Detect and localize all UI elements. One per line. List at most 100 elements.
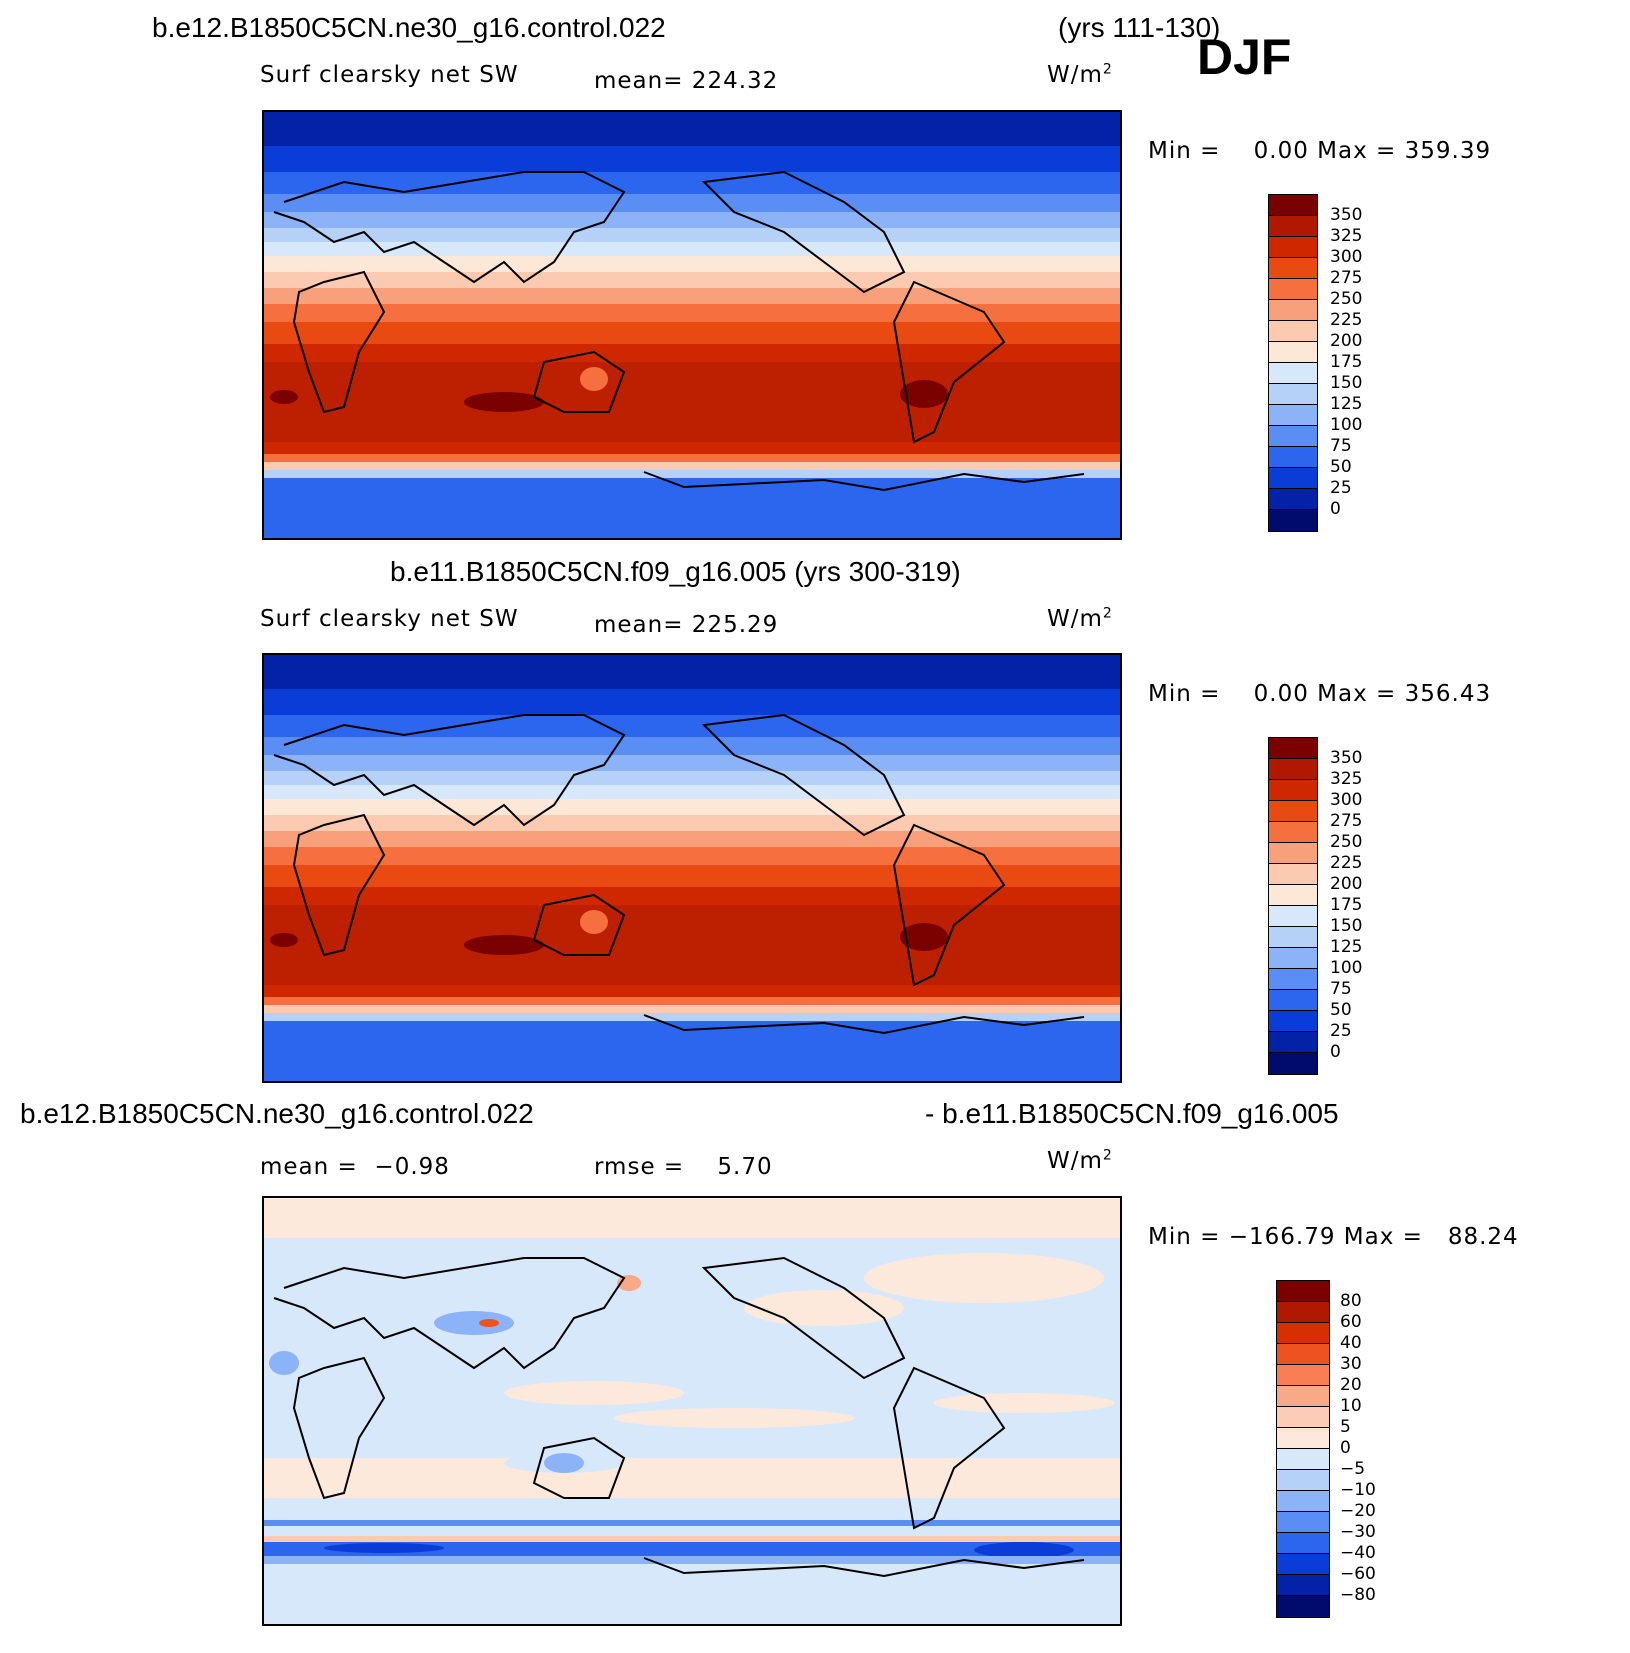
panel2-colorbar-tick-label: 75 [1330, 979, 1352, 999]
panel1-colorbar-tick-label: 275 [1330, 268, 1363, 288]
panel3-case-title-left: b.e12.B1850C5CN.ne30_g16.control.022 [20, 1098, 534, 1129]
panel1-colorbar-swatch [1269, 321, 1317, 342]
panel1-colorbar-tick-label: 225 [1330, 310, 1363, 330]
panel2-colorbar-swatch [1269, 1053, 1317, 1074]
panel3-map [262, 1196, 1122, 1626]
panel2-colorbar-tick-label: 225 [1330, 853, 1363, 873]
panel2-colorbar-swatch [1269, 843, 1317, 864]
panel2-colorbar-swatch [1269, 864, 1317, 885]
panel3-colorbar-tick-label: −10 [1340, 1480, 1376, 1500]
panel1-map [262, 110, 1122, 540]
panel1-colorbar-swatch [1269, 279, 1317, 300]
panel1-colorbar-tick-label: 175 [1330, 352, 1363, 372]
panel1-colorbar-swatch [1269, 489, 1317, 510]
panel3-colorbar-tick-label: 30 [1340, 1354, 1362, 1374]
panel1-colorbar-tick-label: 300 [1330, 247, 1363, 267]
panel3-colorbar-tick-label: −60 [1340, 1564, 1376, 1584]
panel3-colorbar-tick-label: −80 [1340, 1585, 1376, 1605]
panel3-colorbar-swatch [1277, 1344, 1329, 1365]
panel1-units: W/m2 [1047, 61, 1113, 88]
panel1-colorbar-swatch [1269, 258, 1317, 279]
panel3-case-title-right: - b.e11.B1850C5CN.f09_g16.005 [925, 1098, 1339, 1129]
panel1-colorbar-swatch [1269, 195, 1317, 216]
panel3-colorbar-swatch [1277, 1470, 1329, 1491]
panel3-colorbar-swatch [1277, 1575, 1329, 1596]
panel1-colorbar-tick-label: 350 [1330, 205, 1363, 225]
panel2-colorbar-tick-label: 125 [1330, 937, 1363, 957]
panel1-colorbar-tick-label: 100 [1330, 415, 1363, 435]
panel3-colorbar-swatch [1277, 1302, 1329, 1323]
panel1-colorbar-swatch [1269, 342, 1317, 363]
panel1-colorbar-tick-label: 200 [1330, 331, 1363, 351]
panel2-colorbar-swatch [1269, 1032, 1317, 1053]
panel2-colorbar-tick-label: 175 [1330, 895, 1363, 915]
panel1-years: (yrs 111-130) [1058, 12, 1221, 43]
panel2-colorbar-tick-label: 50 [1330, 1000, 1352, 1020]
panel3-colorbar-swatch [1277, 1554, 1329, 1575]
panel1-colorbar-tick-label: 325 [1330, 226, 1363, 246]
panel2-case-title: b.e11.B1850C5CN.f09_g16.005 (yrs 300-319… [390, 556, 961, 587]
panel3-colorbar-tick-label: 80 [1340, 1291, 1362, 1311]
panel3-colorbar-swatch [1277, 1323, 1329, 1344]
panel1-colorbar-tick-label: 25 [1330, 478, 1352, 498]
panel3-colorbar-tick-label: 5 [1340, 1417, 1351, 1437]
panel1-colorbar-labels: 350 325 300 275 250 225 200 175 150 125 100 75 50 25 0 [1330, 194, 1390, 530]
panel3-colorbar-tick-label: 60 [1340, 1312, 1362, 1332]
panel1-minmax: Min = 0.00 Max = 359.39 [1148, 138, 1492, 164]
panel3-colorbar-swatch [1277, 1386, 1329, 1407]
panel1-colorbar-tick-label: 50 [1330, 457, 1352, 477]
panel1-colorbar-tick-label: 125 [1330, 394, 1363, 414]
panel3-colorbar-tick-label: 0 [1340, 1438, 1351, 1458]
panel3-units: W/m2 [1047, 1147, 1113, 1174]
panel2-colorbar-swatch [1269, 906, 1317, 927]
panel2-colorbar-tick-label: 275 [1330, 811, 1363, 831]
panel3-colorbar-tick-label: −20 [1340, 1501, 1376, 1521]
season-label: DJF [1197, 29, 1292, 85]
panel3-rmse: rmse = 5.70 [594, 1154, 773, 1180]
panel3-colorbar-tick-label: 20 [1340, 1375, 1362, 1395]
panel2-colorbar-swatch [1269, 969, 1317, 990]
panel1-colorbar-swatch [1269, 216, 1317, 237]
panel2-colorbar-swatch [1269, 927, 1317, 948]
panel2-colorbar-tick-label: 200 [1330, 874, 1363, 894]
panel2-colorbar-tick-label: 150 [1330, 916, 1363, 936]
panel2-colorbar-swatch [1269, 738, 1317, 759]
panel3-colorbar-swatch [1277, 1407, 1329, 1428]
panel2-colorbar-swatch [1269, 948, 1317, 969]
panel1-colorbar-swatch [1269, 405, 1317, 426]
panel2-colorbar-tick-label: 25 [1330, 1021, 1352, 1041]
panel2-colorbar-tick-label: 100 [1330, 958, 1363, 978]
panel1-colorbar-swatch [1269, 300, 1317, 321]
panel1-case-title: b.e12.B1850C5CN.ne30_g16.control.022 [152, 12, 666, 43]
panel2-colorbar-tick-label: 250 [1330, 832, 1363, 852]
panel3-colorbar-tick-label: −40 [1340, 1543, 1376, 1563]
panel2-colorbar-swatch [1269, 990, 1317, 1011]
panel2-minmax: Min = 0.00 Max = 356.43 [1148, 681, 1492, 707]
panel3-colorbar-labels: 80 60 40 30 20 10 5 0 −5 −10 −20 −30 −40 −60 −80 [1340, 1280, 1410, 1616]
panel3-colorbar-swatch [1277, 1428, 1329, 1449]
panel2-colorbar-tick-label: 350 [1330, 748, 1363, 768]
panel3-colorbar-swatch [1277, 1281, 1329, 1302]
panel2-colorbar [1268, 737, 1318, 1075]
panel3-colorbar-swatch [1277, 1512, 1329, 1533]
panel2-map [262, 653, 1122, 1083]
panel1-colorbar-tick-label: 150 [1330, 373, 1363, 393]
panel2-colorbar-swatch [1269, 1011, 1317, 1032]
panel3-colorbar-swatch [1277, 1449, 1329, 1470]
panel1-colorbar-tick-label: 75 [1330, 436, 1352, 456]
panel1-mean: mean= 224.32 [594, 68, 779, 94]
panel3-minmax: Min = −166.79 Max = 88.24 [1148, 1224, 1519, 1250]
panel1-colorbar-swatch [1269, 447, 1317, 468]
panel2-colorbar-swatch [1269, 801, 1317, 822]
panel3-colorbar-swatch [1277, 1365, 1329, 1386]
panel1-colorbar-tick-label: 250 [1330, 289, 1363, 309]
panel2-variable: Surf clearsky net SW [260, 606, 519, 632]
panel3-colorbar-tick-label: −5 [1340, 1459, 1366, 1479]
panel2-colorbar-swatch [1269, 759, 1317, 780]
panel3-colorbar-swatch [1277, 1491, 1329, 1512]
panel2-colorbar-swatch [1269, 780, 1317, 801]
panel1-colorbar-swatch [1269, 363, 1317, 384]
panel1-colorbar-swatch [1269, 384, 1317, 405]
panel1-colorbar-swatch [1269, 468, 1317, 489]
panel3-colorbar-swatch [1277, 1533, 1329, 1554]
